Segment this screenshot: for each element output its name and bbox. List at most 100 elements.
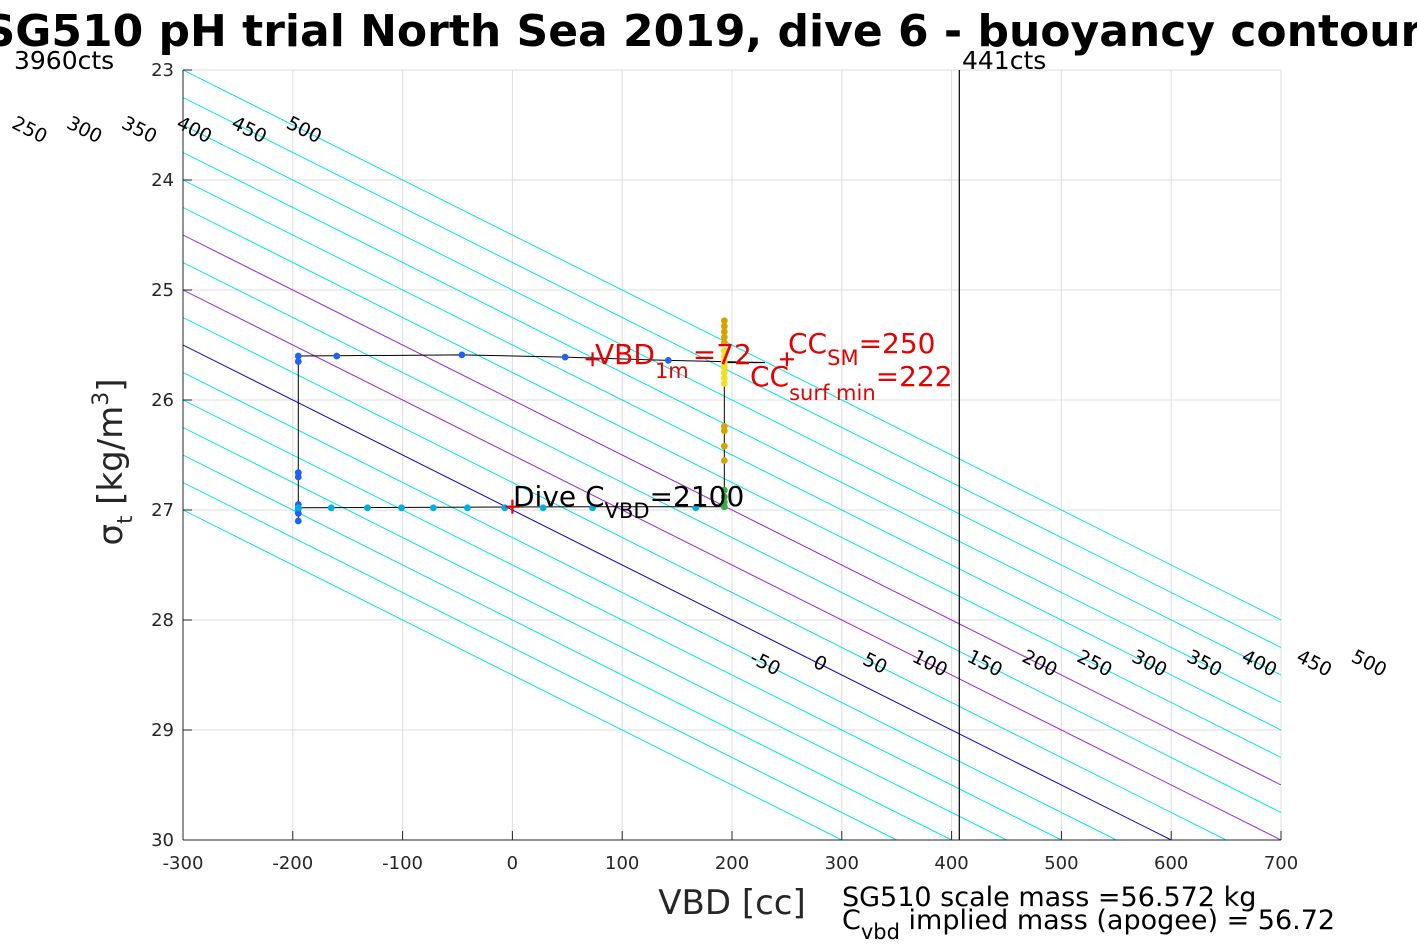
- contour-line-350: [183, 151, 1281, 704]
- x-tick-label-500: 500: [1044, 853, 1078, 874]
- tick-labels: -300 -200 -100 0 100 200 300 400 500 600 700232425…: [151, 60, 1298, 874]
- point-s3-3: [720, 333, 728, 341]
- x-tick-label-700: 700: [1264, 853, 1298, 874]
- contour-label-upper-300: 300: [63, 112, 105, 148]
- contour-label-upper-400: 400: [173, 112, 215, 148]
- point-s2-4: [720, 369, 728, 376]
- point-s1-9: [692, 504, 700, 512]
- point-s2-5: [720, 374, 728, 382]
- point-s2-3: [720, 363, 728, 371]
- point-s1-4: [429, 504, 437, 512]
- point-s0-8: [333, 352, 341, 360]
- point-s3-0: [720, 317, 728, 325]
- point-s0-5: [294, 469, 302, 476]
- point-s1-0: [294, 504, 302, 512]
- contour-line--50: [183, 371, 1117, 840]
- contour-label-upper-450: 450: [228, 112, 270, 148]
- y-axis-label-sup: 3: [89, 392, 114, 406]
- contour-line--150: [183, 426, 1007, 840]
- annotation-dive-cvbd: Dive CVBD=2100: [513, 480, 744, 523]
- x-tick-label-200: 200: [715, 853, 749, 874]
- contour-line-100: [183, 289, 1281, 840]
- contour-label-lower-400: 400: [1238, 646, 1280, 682]
- point-s4-1: [720, 493, 728, 501]
- point-s3-6: [720, 427, 728, 435]
- contour-line-400: [183, 124, 1281, 676]
- x-tick-label--200: -200: [272, 853, 313, 874]
- point-s1-7: [539, 504, 547, 512]
- point-s4-3: [720, 503, 728, 511]
- contour-label-lower-50: 50: [859, 648, 890, 679]
- contour-label-lower-100: 100: [909, 646, 951, 682]
- contour-line--100: [183, 399, 1062, 840]
- buoyancy-contours: [183, 70, 1281, 840]
- point-s1-3: [398, 504, 405, 512]
- point-s3-1: [720, 322, 728, 330]
- note-implied-mass: Cvbd implied mass (apogee) = 56.72: [842, 905, 1335, 944]
- y-tick-label-30: 30: [151, 830, 174, 851]
- contour-label-lower-250: 250: [1073, 646, 1115, 682]
- y-tick-label-29: 29: [151, 720, 174, 741]
- dive-trace: [297, 354, 765, 521]
- data-points: [294, 317, 728, 525]
- annotation-cc-surf-min: CCsurf min=222: [750, 360, 953, 405]
- y-tick-label-23: 23: [151, 60, 174, 81]
- x-tick-label-400: 400: [934, 853, 968, 874]
- annotation-vbd1m: VBD1m =72: [595, 338, 752, 383]
- x-tick-label--300: -300: [163, 853, 204, 874]
- x-tick-label--100: -100: [382, 853, 423, 874]
- point-s0-6: [294, 358, 302, 365]
- chart-title: SG510 pH trial North Sea 2019, dive 6 - …: [0, 6, 1417, 57]
- point-s0-0: [294, 517, 302, 525]
- y-tick-label-24: 24: [151, 170, 174, 191]
- calibration-markers: [505, 352, 794, 514]
- x-tick-label-0: 0: [507, 853, 518, 874]
- y-axis-label-sub: t: [113, 516, 137, 524]
- contour-label-lower-300: 300: [1128, 646, 1170, 682]
- point-s3-8: [720, 457, 728, 464]
- x-axis-label: VBD [cc]: [658, 883, 806, 923]
- contour-line-200: [183, 234, 1281, 786]
- point-s3-2: [720, 328, 728, 336]
- point-s4-0: [720, 486, 728, 494]
- marker-0: [585, 352, 600, 367]
- contour-line-450: [183, 96, 1281, 649]
- contour-label-lower-500: 500: [1348, 646, 1390, 682]
- point-s3-7: [720, 442, 728, 450]
- contour-line-250: [183, 206, 1281, 759]
- y-axis-label-close: ]: [91, 379, 131, 392]
- contour-label-lower-200: 200: [1019, 646, 1061, 682]
- contour-line--200: [183, 454, 952, 840]
- contour-label-upper-250: 250: [8, 112, 50, 148]
- contour-label-upper-500: 500: [283, 112, 325, 148]
- point-s3-4: [720, 339, 728, 347]
- contour-label-lower-350: 350: [1183, 646, 1225, 682]
- contour-line--300: [183, 509, 843, 840]
- annotation-cc-sm: CCSM=250: [788, 327, 935, 370]
- y-axis-label-base: σ: [91, 524, 131, 546]
- contour-line-150: [183, 261, 1281, 814]
- contour-label-lower-450: 450: [1293, 646, 1335, 682]
- point-s0-10: [561, 353, 569, 361]
- contour-line-300: [183, 179, 1281, 731]
- contour-line-0: [183, 344, 1172, 840]
- y-tick-label-27: 27: [151, 500, 174, 521]
- point-s0-7: [294, 352, 302, 360]
- marker-2: [505, 499, 520, 514]
- point-s1-5: [463, 504, 471, 512]
- x-tick-label-600: 600: [1154, 853, 1188, 874]
- vbd-max-label: 441cts: [962, 46, 1046, 75]
- contour-label-lower-150: 150: [964, 646, 1006, 682]
- point-s1-1: [327, 504, 335, 512]
- contour-label-lower-0: 0: [810, 651, 831, 676]
- point-s2-2: [720, 358, 728, 365]
- point-s1-8: [589, 504, 596, 512]
- point-s1-2: [364, 504, 371, 512]
- axes: [182, 69, 1282, 841]
- trace-line: [297, 354, 765, 521]
- y-axis-label: σt [kg/m3]: [89, 379, 137, 546]
- x-tick-label-100: 100: [605, 853, 639, 874]
- note-scale-mass: SG510 scale mass =56.572 kg: [842, 882, 1256, 913]
- point-s0-11: [664, 357, 672, 364]
